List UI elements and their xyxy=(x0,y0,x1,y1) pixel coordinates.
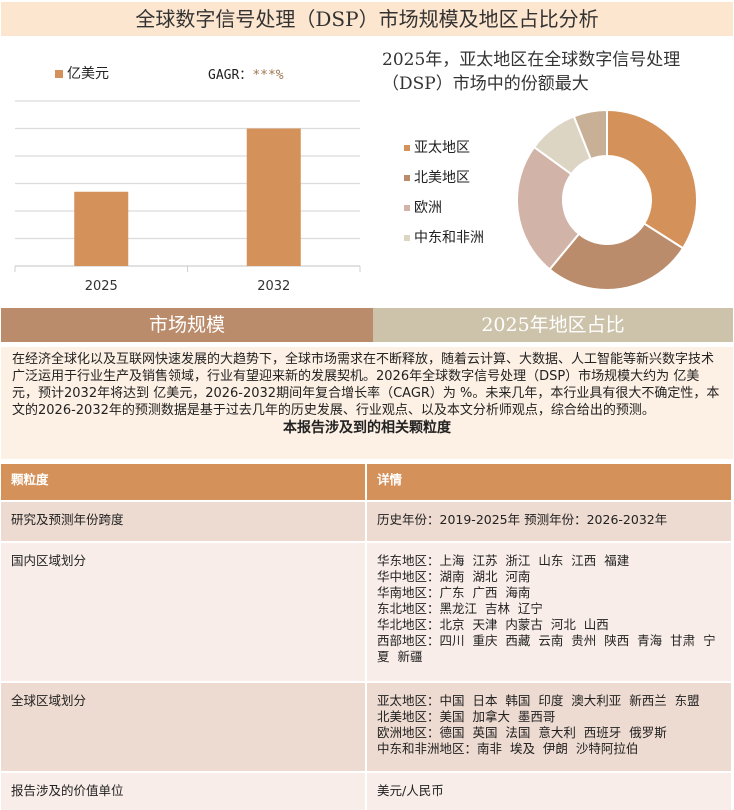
detail-line: 中东和非洲地区：南非 埃及 伊朗 沙特阿拉伯 xyxy=(377,741,639,756)
detail-line: 华南地区：广东 广西 海南 xyxy=(377,585,531,600)
intro-box: 在经济全球化以及互联网快速发展的大趋势下，全球市场需求在不断释放，随着云计算、大… xyxy=(1,347,733,459)
bar-2032 xyxy=(246,128,301,266)
pie-legend-label: 中东和非洲 xyxy=(414,230,484,246)
pie-legend-item: 中东和非洲 xyxy=(404,228,484,248)
detail-line: 华中地区：湖南 湖北 河南 xyxy=(377,569,531,584)
pie-legend-label: 欧洲 xyxy=(414,200,442,216)
column-header: 详情 xyxy=(366,464,733,502)
pie-chart xyxy=(516,108,698,291)
legend-swatch xyxy=(404,175,410,181)
x-tick-label: 2032 xyxy=(257,279,290,294)
pie-legend-item: 欧洲 xyxy=(404,198,484,218)
pie-legend-item: 亚太地区 xyxy=(404,138,484,158)
table-header-row: 颗粒度 详情 xyxy=(1,464,733,502)
bar-legend: 亿美元 xyxy=(55,63,109,83)
page-title: 全球数字信号处理（DSP）市场规模及地区占比分析 xyxy=(1,2,733,36)
pie-legend-label: 亚太地区 xyxy=(414,140,470,156)
pie-title: 2025年，亚太地区在全球数字信号处理（DSP）市场中的份额最大 xyxy=(382,50,681,94)
table-row: 国内区域划分 华东地区：上海 江苏 浙江 山东 江西 福建 华中地区：湖南 湖北 河… xyxy=(1,542,733,683)
pie-slice-亚太地区 xyxy=(606,108,698,250)
row-detail: 美元/人民币 xyxy=(366,772,733,810)
table-row: 研究及预测年份跨度 历史年份：2019-2025年 预测年份：2026-2032年 xyxy=(1,501,733,543)
legend-swatch xyxy=(404,205,410,211)
detail-line: 华北地区：北京 天津 内蒙古 河北 山西 xyxy=(377,617,609,632)
column-header: 颗粒度 xyxy=(1,464,367,502)
cagr-value: ***% xyxy=(252,68,284,83)
detail-line: 东北地区：黑龙江 吉林 辽宁 xyxy=(377,601,543,616)
x-tick-label: 2025 xyxy=(85,279,118,294)
section-region-share: 2025年地区占比 xyxy=(373,308,733,342)
detail-line: 美元/人民币 xyxy=(377,783,444,798)
row-label: 全球区域划分 xyxy=(1,682,367,773)
cagr-label: GAGR： xyxy=(208,68,253,83)
detail-line: 北美地区：美国 加拿大 墨西哥 xyxy=(377,709,556,724)
detail-line: 历史年份：2019-2025年 预测年份：2026-2032年 xyxy=(377,512,668,527)
pie-slice-other xyxy=(572,108,608,161)
table-caption: 本报告涉及到的相关颗粒度 xyxy=(283,420,451,436)
cagr-text: GAGR：***% xyxy=(208,64,284,83)
bar-2025 xyxy=(74,191,129,266)
row-label: 研究及预测年份跨度 xyxy=(1,501,367,543)
pie-legend-item: 北美地区 xyxy=(404,168,484,188)
detail-line: 亚太地区：中国 日本 韩国 印度 澳大利亚 新西兰 东盟 xyxy=(377,693,700,708)
pie-slice-北美地区 xyxy=(548,222,685,291)
legend-swatch xyxy=(404,145,410,151)
row-detail: 亚太地区：中国 日本 韩国 印度 澳大利亚 新西兰 东盟 北美地区：美国 加拿大 … xyxy=(366,682,733,773)
table-row: 报告涉及的价值单位 美元/人民币 xyxy=(1,772,733,810)
row-detail: 华东地区：上海 江苏 浙江 山东 江西 福建 华中地区：湖南 湖北 河南 华南地区：… xyxy=(366,542,733,683)
section-market-size: 市场规模 xyxy=(1,308,373,342)
bar-legend-label: 亿美元 xyxy=(67,66,109,82)
intro-text: 在经济全球化以及互联网快速发展的大趋势下，全球市场需求在不断释放，随着云计算、大… xyxy=(12,352,720,418)
legend-swatch xyxy=(55,70,63,78)
pie-slice-欧洲 xyxy=(516,145,581,271)
row-label: 国内区域划分 xyxy=(1,542,367,683)
detail-line: 西部地区：四川 重庆 西藏 云南 贵州 陕西 青海 甘肃 宁夏 新疆 xyxy=(377,633,716,664)
bar-chart: 2025 2032 xyxy=(14,100,361,294)
detail-line: 欧洲地区：德国 英国 法国 意大利 西班牙 俄罗斯 xyxy=(377,725,667,740)
table-row: 全球区域划分 亚太地区：中国 日本 韩国 印度 澳大利亚 新西兰 东盟 北美地区：美… xyxy=(1,682,733,773)
legend-swatch xyxy=(404,235,410,241)
row-label: 报告涉及的价值单位 xyxy=(1,772,367,810)
pie-legend-label: 北美地区 xyxy=(414,170,470,186)
granularity-table: 颗粒度 详情 研究及预测年份跨度 历史年份：2019-2025年 预测年份：2026-… xyxy=(1,464,733,810)
row-detail: 历史年份：2019-2025年 预测年份：2026-2032年 xyxy=(366,501,733,543)
detail-line: 华东地区：上海 江苏 浙江 山东 江西 福建 xyxy=(377,553,630,568)
